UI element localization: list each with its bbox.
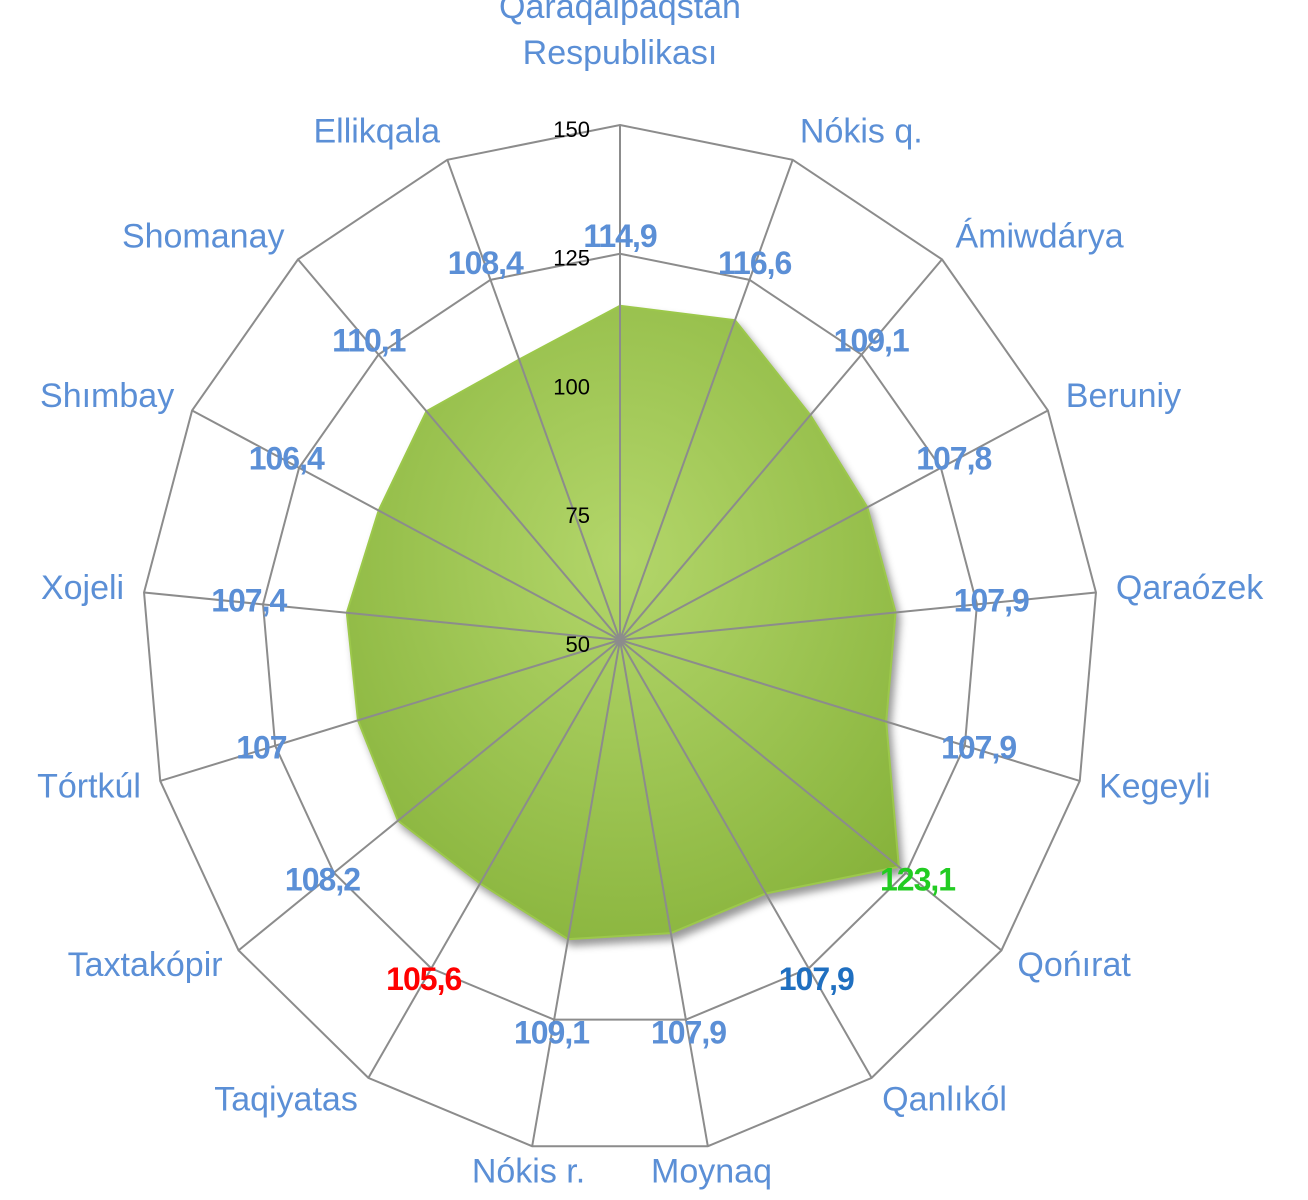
value-label: 107,4 — [211, 582, 287, 618]
value-label: 108,2 — [285, 862, 360, 898]
spoke — [619, 639, 1003, 952]
value-label: 123,1 — [880, 862, 955, 898]
value-label: 108,4 — [448, 245, 524, 281]
spoke — [367, 639, 621, 1079]
value-label: 105,6 — [386, 961, 461, 997]
value-label: 107,9 — [941, 729, 1016, 765]
category-label: Xojeli — [41, 569, 124, 607]
y-tick-label: 50 — [566, 632, 590, 657]
spoke — [237, 639, 621, 952]
y-tick-label: 75 — [566, 503, 590, 528]
category-label: Taqiyatas — [214, 1081, 358, 1119]
category-label: Qaraózek — [1116, 569, 1264, 607]
value-label: 107 — [236, 729, 287, 765]
category-label: Qanlıkól — [882, 1081, 1007, 1119]
value-label: 116,6 — [718, 245, 792, 281]
category-label: Ellikqala — [313, 113, 440, 151]
spoke — [619, 258, 943, 641]
value-label: 107,9 — [779, 961, 854, 997]
category-label: Moynaq — [651, 1153, 772, 1191]
category-label: Ámiwdárya — [956, 218, 1124, 256]
spoke — [619, 591, 1097, 641]
grid-ring — [143, 123, 1097, 1148]
spoke — [619, 639, 1081, 782]
spoke — [619, 409, 1049, 641]
value-label: 107,9 — [954, 582, 1029, 618]
grid-ring — [262, 252, 978, 1021]
value-label: 110,1 — [332, 323, 406, 359]
area — [345, 304, 900, 941]
spoke — [191, 409, 621, 641]
spoke — [446, 159, 621, 641]
value-label: 106,4 — [249, 440, 325, 476]
category-label: Beruniy — [1066, 377, 1181, 415]
spoke — [619, 639, 873, 1079]
value-label: 109,1 — [514, 1014, 589, 1050]
spoke — [619, 159, 794, 641]
spoke — [619, 639, 709, 1147]
category-label: Nókis q. — [800, 113, 923, 151]
spoke — [297, 258, 621, 641]
category-label: Qaraqalpaqstan Respublikası — [499, 0, 741, 72]
value-label: 107,8 — [916, 440, 991, 476]
category-label: Shımbay — [40, 377, 174, 415]
category-label: Nókis r. — [472, 1153, 585, 1191]
spoke — [159, 639, 621, 782]
spoke — [531, 639, 621, 1147]
category-label: Qońırat — [1017, 946, 1131, 984]
spoke — [143, 591, 621, 641]
y-tick-label: 150 — [553, 117, 590, 142]
category-label: Kegeyli — [1099, 768, 1211, 806]
y-tick-label: 100 — [553, 374, 590, 399]
category-label: Taxtakópir — [68, 946, 223, 984]
value-label: 107,9 — [651, 1014, 726, 1050]
value-label: 114,9 — [583, 218, 657, 254]
y-tick-label: 125 — [553, 246, 590, 271]
category-label: Tórtkúl — [37, 768, 141, 806]
value-label: 109,1 — [834, 323, 909, 359]
category-label: Shomanay — [122, 218, 285, 256]
